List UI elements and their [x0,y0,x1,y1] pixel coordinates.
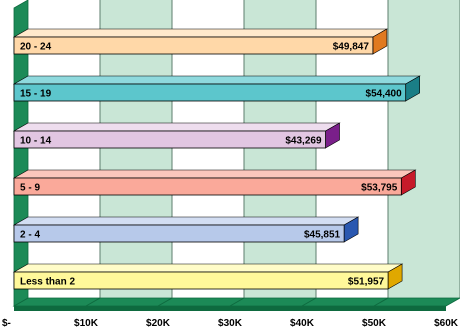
bar-group: Less than 2 $51,957 [12,263,404,290]
x-tick-label: $30K [218,318,243,329]
bar-category-label: 20 - 24 [20,42,52,53]
x-tick-label: $20K [146,318,171,329]
floor-front [14,306,446,311]
wall-band [388,0,460,298]
bar-top [12,122,341,132]
bar-top [12,169,417,179]
bar [13,224,345,243]
bar-value-label: $54,400 [366,89,403,100]
bar-category-label: Less than 2 [20,277,75,288]
bar-value-label: $49,847 [333,42,370,53]
x-tick-label: $- [2,318,11,329]
x-tick-label: $10K [74,318,99,329]
bar-top [12,216,360,226]
floor-gridline [373,297,389,307]
bar [13,177,402,196]
bar-group: 20 - 24 $49,847 [12,28,389,55]
bar [13,36,374,55]
bar-value-label: $51,957 [348,277,385,288]
floor-gridline [301,297,317,307]
bar-top [12,28,389,38]
bar-group: 5 - 9 $53,795 [12,169,417,196]
bar-category-label: 10 - 14 [20,136,52,147]
x-tick-label: $40K [290,318,315,329]
bar-group: 2 - 4 $45,851 [12,216,360,243]
bar-category-label: 5 - 9 [20,183,40,194]
floor-gridline [229,297,245,307]
bar-group: 15 - 19 $54,400 [12,75,421,102]
bar-category-label: 15 - 19 [20,89,52,100]
floor-gridline [85,297,101,307]
bar-value-label: $43,269 [285,136,322,147]
bar-category-label: 2 - 4 [20,230,40,241]
bar-value-label: $53,795 [361,183,398,194]
x-axis-tick-labels: $- $10K $20K $30K $40K $50K $60K [2,318,459,329]
bar [13,130,326,149]
bar-top [12,75,421,85]
bar [13,83,407,102]
bar-top [12,263,404,273]
bar [13,271,389,290]
chart-floor [12,297,460,311]
floor-gridline [157,297,173,307]
bar-value-label: $45,851 [304,230,341,241]
bar-group: 10 - 14 $43,269 [12,122,341,149]
bar-series: 20 - 24 $49,847 15 - 19 $54,400 10 - 14 $43,2… [12,28,421,290]
x-tick-label: $60K [434,318,459,329]
x-tick-label: $50K [362,318,387,329]
